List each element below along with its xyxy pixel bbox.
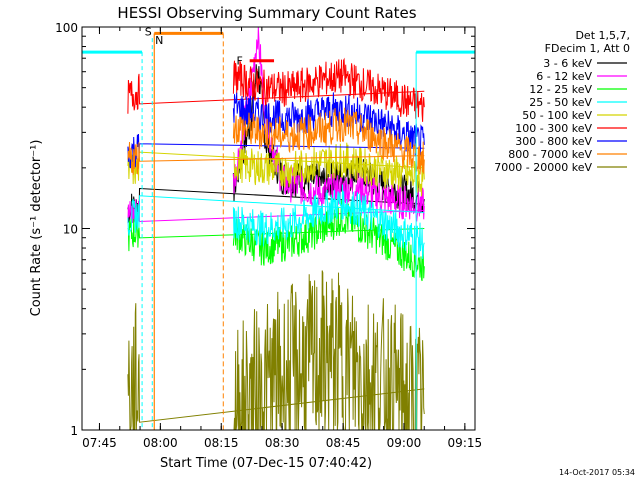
series-line-2-seg-1 <box>232 200 425 282</box>
series-line-2-seg-0 <box>127 213 425 252</box>
x-tick-label: 08:30 <box>265 436 300 450</box>
x-tick-label: 09:00 <box>387 436 422 450</box>
legend-item-label: 6 - 12 keV <box>536 70 592 83</box>
legend-item-label: 300 - 800 keV <box>515 135 592 148</box>
series-line-5-seg-0 <box>127 73 425 114</box>
annotation-saa-label: S <box>145 25 152 38</box>
footer-date: 14-Oct-2017 05:34 <box>559 468 635 477</box>
legend-item-label: 100 - 300 keV <box>515 122 592 135</box>
series-line-8-seg-1 <box>233 270 425 431</box>
y-tick-label: 10 <box>63 223 78 237</box>
x-axis-label: Start Time (07-Dec-15 07:40:42) <box>160 456 372 471</box>
series-line-6-seg-0 <box>127 133 425 169</box>
x-tick-label: 09:15 <box>448 436 483 450</box>
legend-item-label: 12 - 25 keV <box>529 83 592 96</box>
series-line-3-seg-0 <box>127 195 425 236</box>
series-line-3-seg-1 <box>232 184 425 260</box>
legend-header-line-1: Det 1,5,7, <box>575 29 630 42</box>
series-line-6-seg-1 <box>232 92 425 158</box>
legend-item-label: 3 - 6 keV <box>543 57 592 70</box>
x-tick-label: 08:00 <box>143 436 178 450</box>
x-tick-label: 08:15 <box>204 436 239 450</box>
y-tick-label: 100 <box>55 21 78 35</box>
chart-title: HESSI Observing Summary Count Rates <box>117 4 416 22</box>
annotation-flare-label: F <box>237 55 243 68</box>
x-tick-label: 07:45 <box>82 436 117 450</box>
legend-item-label: 50 - 100 keV <box>522 109 592 122</box>
legend-header-line-2: FDecim 1, Att 0 <box>545 42 630 55</box>
series-line-5-seg-1 <box>232 57 425 122</box>
annotation-night-label: N <box>155 34 163 47</box>
series-line-8-seg-0 <box>127 303 425 431</box>
legend-item-label: 25 - 50 keV <box>529 96 592 109</box>
legend-item-label: 7000 - 20000 keV <box>494 161 592 174</box>
series-line-7-seg-1 <box>232 107 425 175</box>
series-line-7-seg-0 <box>127 141 425 175</box>
legend-item-label: 800 - 7000 keV <box>508 148 592 161</box>
y-axis-label: Count Rate (s⁻¹ detector⁻¹) <box>29 140 44 317</box>
y-tick-label: 1 <box>70 424 78 438</box>
x-tick-label: 08:45 <box>326 436 361 450</box>
